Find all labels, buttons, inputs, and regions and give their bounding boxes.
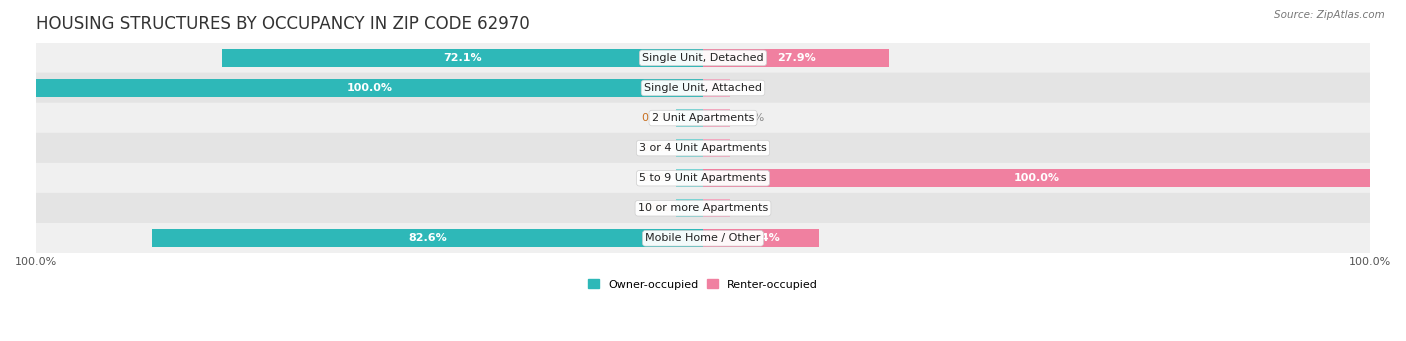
Text: 72.1%: 72.1% [443,53,482,63]
Bar [676,199,703,217]
Text: 0.0%: 0.0% [641,203,669,213]
Bar [703,139,730,157]
FancyBboxPatch shape [37,43,1369,73]
Text: 0.0%: 0.0% [641,173,669,183]
Text: 10 or more Apartments: 10 or more Apartments [638,203,768,213]
Bar [703,79,730,97]
Text: 0.0%: 0.0% [737,113,765,123]
FancyBboxPatch shape [37,193,1369,224]
Text: 82.6%: 82.6% [408,233,447,243]
Text: 100.0%: 100.0% [346,83,392,93]
Bar [703,199,730,217]
FancyBboxPatch shape [37,223,1369,254]
Text: 0.0%: 0.0% [737,203,765,213]
Text: 0.0%: 0.0% [737,83,765,93]
Bar [703,49,889,67]
Text: 2 Unit Apartments: 2 Unit Apartments [652,113,754,123]
Bar [676,169,703,187]
Text: 100.0%: 100.0% [1014,173,1060,183]
Text: 0.0%: 0.0% [737,143,765,153]
Bar [37,79,703,97]
Text: Single Unit, Detached: Single Unit, Detached [643,53,763,63]
Bar [222,49,703,67]
Bar [703,229,820,247]
Legend: Owner-occupied, Renter-occupied: Owner-occupied, Renter-occupied [583,275,823,294]
Bar [676,139,703,157]
Text: 27.9%: 27.9% [776,53,815,63]
Text: 0.0%: 0.0% [641,113,669,123]
Bar [703,169,1369,187]
Bar [676,109,703,127]
FancyBboxPatch shape [37,133,1369,163]
Text: 0.0%: 0.0% [641,143,669,153]
FancyBboxPatch shape [37,73,1369,103]
Bar [703,109,730,127]
Text: 17.4%: 17.4% [741,233,780,243]
Text: 3 or 4 Unit Apartments: 3 or 4 Unit Apartments [640,143,766,153]
FancyBboxPatch shape [37,163,1369,193]
Text: Single Unit, Attached: Single Unit, Attached [644,83,762,93]
Text: HOUSING STRUCTURES BY OCCUPANCY IN ZIP CODE 62970: HOUSING STRUCTURES BY OCCUPANCY IN ZIP C… [37,15,530,33]
Text: Source: ZipAtlas.com: Source: ZipAtlas.com [1274,10,1385,20]
Text: 5 to 9 Unit Apartments: 5 to 9 Unit Apartments [640,173,766,183]
Bar [152,229,703,247]
Text: Mobile Home / Other: Mobile Home / Other [645,233,761,243]
FancyBboxPatch shape [37,103,1369,133]
